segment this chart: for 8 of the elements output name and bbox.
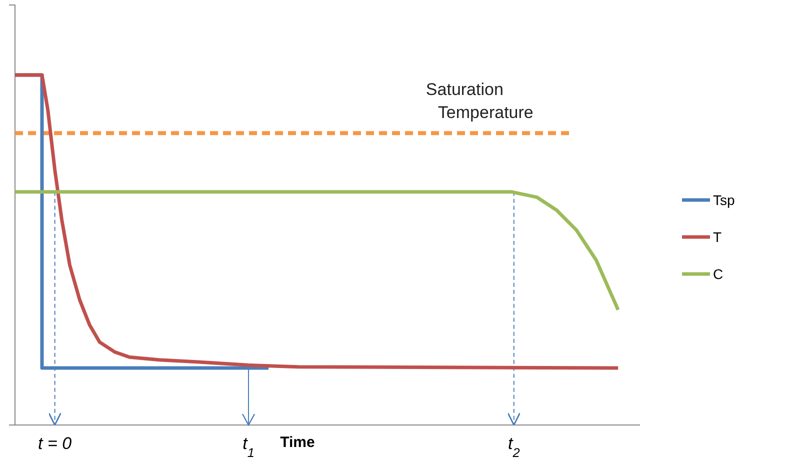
legend-label: C [713, 266, 724, 282]
legend-label: Tsp [713, 192, 735, 208]
legend-label: T [713, 229, 722, 245]
x-tick-label: t = 0 [38, 434, 72, 453]
x-axis-title: Time [280, 434, 315, 451]
ref-line-label: Saturation Temperature [426, 80, 534, 122]
x-tick-label: t$_{1}$ [242, 434, 254, 460]
x-tick-label: t$_{2}$ [508, 434, 520, 460]
